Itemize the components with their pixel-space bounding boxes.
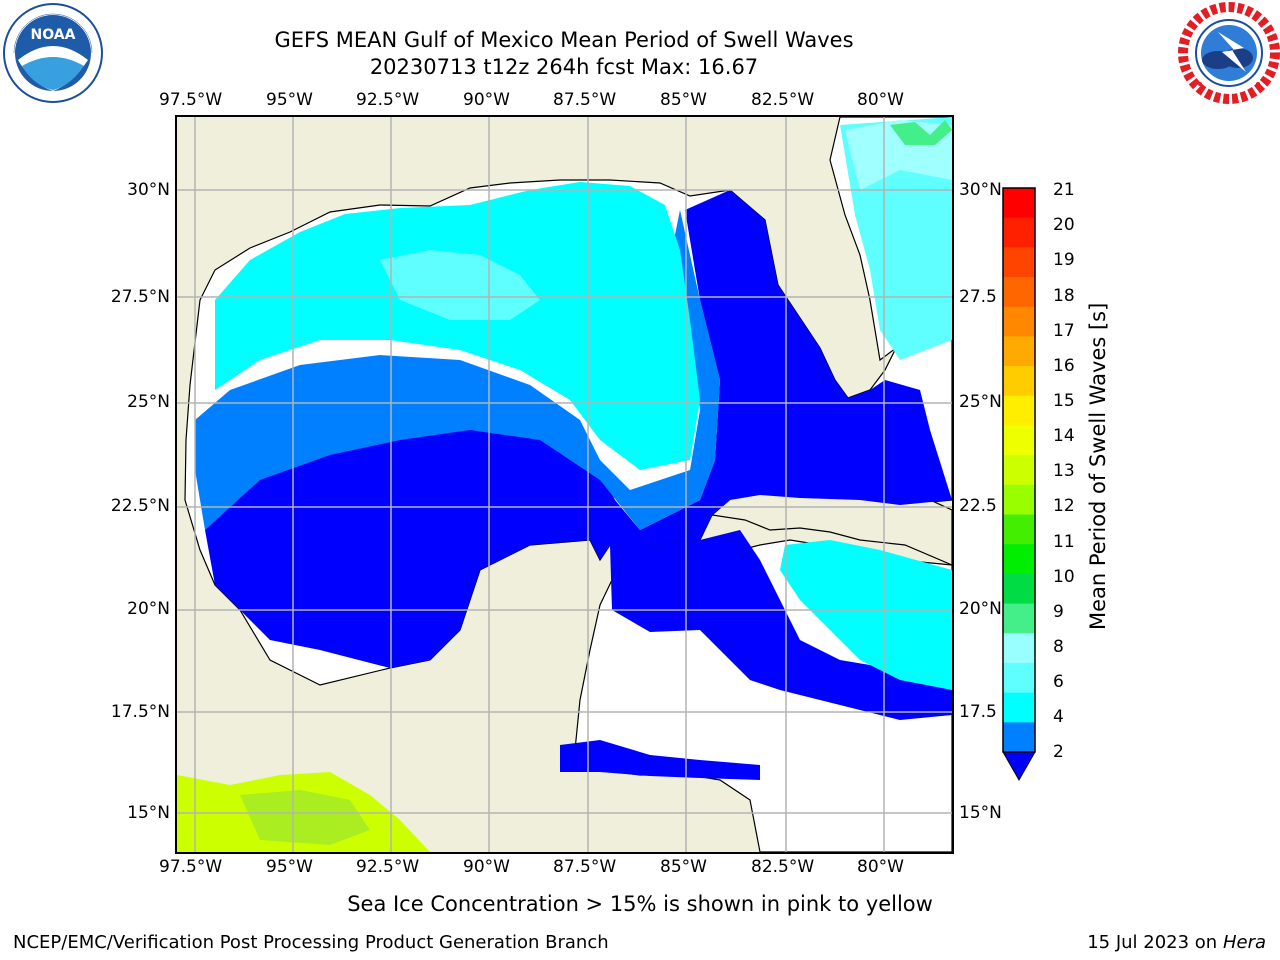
lon-label-bottom: 97.5°W — [159, 857, 223, 877]
colorbar-tick: 16 — [1053, 356, 1075, 376]
colorbar-tick: 6 — [1053, 672, 1064, 692]
colorbar-segment — [1003, 455, 1035, 486]
swell-fill-honduras — [560, 740, 760, 780]
lon-label-bottom: 82.5°W — [751, 857, 815, 877]
map-canvas — [177, 117, 952, 852]
noaa-logo: NOAA — [2, 2, 104, 104]
lat-label-right: 20°N — [959, 599, 1002, 619]
map-panel — [175, 115, 954, 854]
footer-date: 15 Jul 2023 on Hera — [1087, 932, 1266, 954]
map-subtitle: 20230713 t12z 264h fcst Max: 16.67 — [369, 55, 759, 79]
lon-label-top: 82.5°W — [751, 90, 815, 110]
graticule — [177, 117, 952, 852]
colorbar-tick: 9 — [1053, 602, 1064, 622]
lon-label-bottom: 80°W — [857, 857, 904, 877]
colorbar-segment — [1003, 217, 1035, 248]
colorbar-tick: 17 — [1053, 321, 1075, 341]
lon-label-top: 95°W — [266, 90, 313, 110]
colorbar-segment — [1003, 336, 1035, 367]
colorbar-tick: 2 — [1053, 742, 1064, 762]
lon-label-bottom: 85°W — [660, 857, 707, 877]
colorbar-tick: 8 — [1053, 637, 1064, 657]
lon-label-top: 97.5°W — [159, 90, 223, 110]
colorbar-tick: 19 — [1053, 250, 1075, 270]
lat-label-right: 17.5 — [959, 702, 997, 722]
lat-label-right: 15°N — [959, 803, 1002, 823]
colorbar-label: Mean Period of Swell Waves [s] — [1086, 302, 1110, 630]
lat-label-right: 27.5 — [959, 287, 997, 307]
swell-fill-c6 — [215, 182, 700, 470]
nws-logo — [1178, 2, 1280, 104]
colorbar-segment — [1003, 484, 1035, 516]
sea-ice-caption: Sea Ice Concentration > 15% is shown in … — [347, 892, 933, 916]
colorbar-tick: 18 — [1053, 286, 1075, 306]
footer-host: Hera — [1222, 932, 1266, 953]
lat-label-left: 30°N — [127, 180, 170, 200]
lat-label-left: 22.5°N — [110, 496, 170, 516]
colorbar-segment — [1003, 306, 1035, 337]
lat-label-left: 15°N — [127, 803, 170, 823]
colorbar-segment — [1003, 514, 1035, 545]
lat-label-left: 27.5°N — [110, 287, 170, 307]
map-title: GEFS MEAN Gulf of Mexico Mean Period of … — [274, 28, 854, 52]
colorbar-segment — [1003, 425, 1035, 456]
colorbar-tick: 11 — [1053, 532, 1075, 552]
swell-fill-carib-c2 — [610, 530, 952, 720]
lon-label-top: 90°W — [463, 90, 510, 110]
ice-fill-inner — [240, 790, 370, 845]
footer-credit: NCEP/EMC/Verification Post Processing Pr… — [13, 932, 609, 953]
colorbar-tick: 13 — [1053, 461, 1075, 481]
colorbar-segment — [1003, 722, 1035, 753]
colorbar-tick: 14 — [1053, 426, 1075, 446]
lat-label-right: 25°N — [959, 392, 1002, 412]
lon-label-top: 92.5°W — [356, 90, 420, 110]
colorbar-segment — [1003, 692, 1035, 723]
colorbar-tick: 20 — [1053, 215, 1075, 235]
swell-fill-c8 — [380, 250, 540, 320]
lat-label-left: 17.5°N — [110, 702, 170, 722]
colorbar-tick: 10 — [1053, 567, 1075, 587]
lat-label-left: 25°N — [127, 392, 170, 412]
colorbar-extend — [1002, 751, 1036, 782]
colorbar-tick: 21 — [1053, 180, 1075, 200]
lon-label-bottom: 95°W — [266, 857, 313, 877]
noaa-logo-text: NOAA — [31, 27, 76, 43]
colorbar-segment — [1003, 395, 1035, 426]
lon-label-bottom: 87.5°W — [553, 857, 617, 877]
colorbar-segments — [1003, 188, 1035, 753]
colorbar-segment — [1003, 544, 1035, 575]
swell-fill-c10 — [890, 120, 952, 145]
colorbar-segment — [1003, 633, 1035, 664]
colorbar — [1002, 187, 1036, 782]
colorbar-tick: 12 — [1053, 496, 1075, 516]
colorbar-segment — [1003, 247, 1035, 278]
lon-label-top: 85°W — [660, 90, 707, 110]
lon-label-top: 80°W — [857, 90, 904, 110]
colorbar-segment — [1003, 662, 1035, 694]
colorbar-tick: 4 — [1053, 707, 1064, 727]
colorbar-tick: 15 — [1053, 391, 1075, 411]
lon-label-bottom: 90°W — [463, 857, 510, 877]
colorbar-segment — [1003, 366, 1035, 397]
lon-label-bottom: 92.5°W — [356, 857, 420, 877]
lat-label-left: 20°N — [127, 599, 170, 619]
colorbar-segment — [1003, 573, 1035, 605]
lat-label-right: 30°N — [959, 180, 1002, 200]
lon-label-top: 87.5°W — [553, 90, 617, 110]
colorbar-segment — [1003, 603, 1035, 634]
footer-date-text: 15 Jul 2023 on — [1087, 932, 1223, 953]
lat-label-right: 22.5 — [959, 496, 997, 516]
colorbar-segment — [1003, 277, 1035, 308]
swell-fill-carib-c6 — [780, 540, 952, 690]
colorbar-segment — [1003, 188, 1035, 219]
